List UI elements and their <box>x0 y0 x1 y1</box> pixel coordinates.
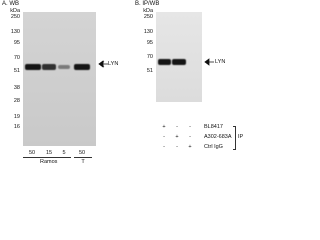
band <box>172 59 186 65</box>
blot <box>23 12 96 146</box>
marker: 70 <box>13 55 20 61</box>
lane-label: 5 <box>62 150 66 156</box>
protein-label: LYN <box>215 59 226 65</box>
cell: - <box>189 124 191 130</box>
marker: 250 <box>143 14 153 20</box>
cell: - <box>176 124 178 130</box>
lane-label: 50 <box>28 150 36 156</box>
cell: + <box>188 144 192 150</box>
unit-label: kDa <box>10 8 20 14</box>
cell: + <box>175 134 179 140</box>
panel-title: A. WB <box>2 1 20 7</box>
band <box>25 64 41 70</box>
bracket <box>23 157 71 158</box>
band <box>42 64 56 70</box>
marker: 16 <box>13 124 20 130</box>
cell: - <box>176 144 178 150</box>
protein-label: LYN <box>108 61 119 67</box>
band <box>158 59 171 65</box>
lane-label: 50 <box>78 150 86 156</box>
figure: A. WB kDa 250 130 95 70 51 38 28 19 16 L… <box>2 1 244 165</box>
marker: 28 <box>13 98 20 104</box>
group-label: IP <box>238 134 244 140</box>
marker: 38 <box>13 85 20 91</box>
cell: + <box>162 124 166 130</box>
cell: - <box>189 134 191 140</box>
cell: - <box>163 134 165 140</box>
bracket <box>74 157 92 158</box>
marker: 130 <box>10 29 20 35</box>
row-label: Ctrl IgG <box>204 144 223 150</box>
panel-title: B. IP/WB <box>135 1 160 7</box>
arrow <box>204 58 214 66</box>
marker: 51 <box>146 68 153 74</box>
row-label: BL8417 <box>204 124 223 130</box>
bracket <box>233 126 236 150</box>
cell: - <box>163 144 165 150</box>
sample-label: T <box>81 159 85 165</box>
marker: 51 <box>13 68 20 74</box>
marker: 19 <box>13 114 20 120</box>
blot <box>156 12 202 102</box>
marker: 95 <box>146 40 153 46</box>
marker: 250 <box>10 14 20 20</box>
sample-label: Ramos <box>40 159 58 165</box>
unit-label: kDa <box>143 8 153 14</box>
band <box>74 64 90 70</box>
band <box>58 65 70 69</box>
marker: 130 <box>143 29 153 35</box>
lane-label: 15 <box>45 150 53 156</box>
marker: 95 <box>13 40 20 46</box>
row-label: A302-683A <box>204 134 232 140</box>
marker: 70 <box>146 54 153 60</box>
arrow <box>98 60 108 68</box>
